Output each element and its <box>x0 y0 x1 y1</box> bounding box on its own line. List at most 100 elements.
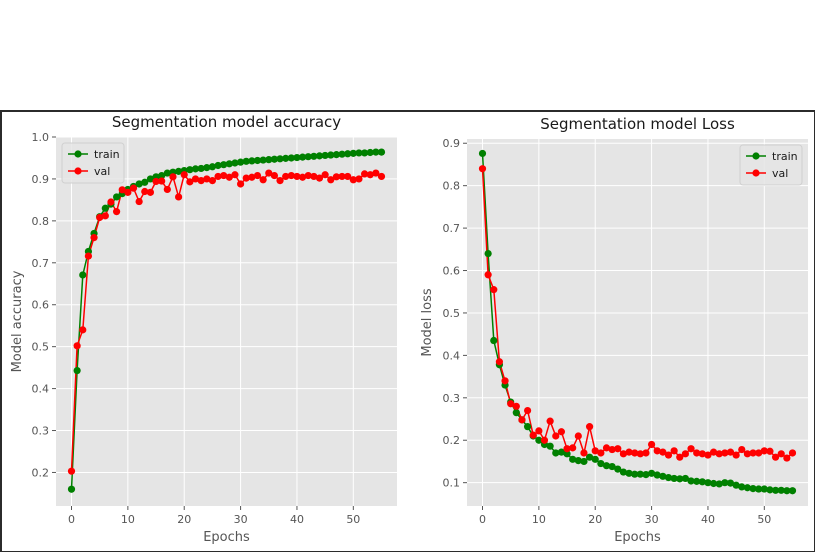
y-axis-label: Model accuracy <box>10 270 25 372</box>
data-point-train <box>704 479 712 487</box>
data-point-val <box>208 177 217 185</box>
data-point-val <box>715 450 723 458</box>
legend-marker-train <box>74 150 82 158</box>
data-point-train <box>355 149 363 157</box>
data-point-val <box>574 432 582 440</box>
data-point-train <box>327 151 335 159</box>
data-point-train <box>79 271 87 279</box>
data-point-val <box>169 173 177 181</box>
data-point-train <box>552 449 560 457</box>
data-point-val <box>259 176 267 184</box>
chart-title: Segmentation model accuracy <box>112 113 341 131</box>
data-point-val <box>591 447 599 455</box>
data-point-train <box>220 161 228 169</box>
data-point-train <box>523 423 532 431</box>
data-point-train <box>259 156 267 164</box>
data-point-val <box>163 185 171 194</box>
data-point-train <box>625 469 633 477</box>
data-point-val <box>124 188 132 196</box>
data-point-val <box>557 428 566 436</box>
data-point-train <box>602 462 611 470</box>
data-point-val <box>265 169 273 177</box>
data-point-train <box>681 474 690 483</box>
x-tick-label: 40 <box>701 513 715 526</box>
data-point-train <box>372 148 380 156</box>
data-point-train <box>490 336 498 345</box>
y-tick-label: 0.9 <box>32 173 50 186</box>
data-point-val <box>67 467 76 475</box>
data-point-val <box>174 193 183 201</box>
data-point-train <box>225 160 233 168</box>
data-point-val <box>298 173 307 181</box>
y-tick-label: 0.9 <box>443 137 461 150</box>
data-point-train <box>248 157 256 165</box>
y-tick-label: 0.5 <box>32 341 50 354</box>
data-point-train <box>535 436 543 444</box>
x-tick-label: 10 <box>121 513 135 526</box>
data-point-val <box>512 402 520 410</box>
x-axis-label: Epochs <box>203 530 250 545</box>
data-point-train <box>732 481 740 489</box>
data-point-train <box>304 153 312 161</box>
data-point-train <box>574 457 582 465</box>
data-point-val <box>580 449 588 457</box>
data-point-val <box>608 445 616 454</box>
y-tick-label: 0.5 <box>443 307 461 320</box>
data-point-train <box>619 468 628 476</box>
data-point-val <box>743 450 752 458</box>
data-point-val <box>135 197 143 206</box>
data-point-val <box>276 177 284 185</box>
data-point-train <box>693 477 701 485</box>
data-point-val <box>79 326 87 334</box>
data-point-train <box>242 157 250 165</box>
data-point-val <box>191 175 200 183</box>
data-point-val <box>332 173 341 181</box>
data-point-train <box>191 165 200 173</box>
data-point-train <box>141 178 149 186</box>
data-point-train <box>265 156 273 164</box>
data-point-val <box>478 165 487 173</box>
y-tick-label: 0.7 <box>443 222 461 235</box>
data-point-train <box>163 169 171 177</box>
legend-label-train: train <box>94 148 120 161</box>
data-point-train <box>158 171 166 180</box>
data-point-val <box>614 445 622 453</box>
data-point-train <box>298 153 307 161</box>
data-point-val <box>338 172 346 181</box>
data-point-train <box>580 457 588 466</box>
data-point-train <box>676 475 684 483</box>
data-point-train <box>653 471 661 479</box>
data-point-val <box>107 198 115 206</box>
data-point-train <box>282 154 290 162</box>
data-point-val <box>585 423 594 431</box>
data-point-val <box>349 176 357 184</box>
data-point-val <box>146 188 155 196</box>
data-point-train <box>236 158 245 166</box>
data-point-train <box>73 366 81 375</box>
y-tick-label: 0.4 <box>443 349 461 362</box>
data-point-train <box>270 155 279 163</box>
data-point-train <box>315 152 324 160</box>
data-point-train <box>349 149 357 157</box>
data-point-train <box>631 470 639 478</box>
data-point-val <box>377 172 386 181</box>
y-axis-label: Model loss <box>420 288 435 357</box>
data-point-val <box>225 173 233 181</box>
data-point-val <box>698 450 706 458</box>
data-point-train <box>344 150 352 158</box>
data-point-val <box>231 171 239 179</box>
data-point-val <box>523 406 532 415</box>
x-tick-label: 20 <box>588 513 602 526</box>
data-point-val <box>602 444 611 452</box>
data-point-val <box>653 447 661 455</box>
data-point-train <box>377 148 386 156</box>
data-point-train <box>338 150 346 158</box>
data-point-val <box>783 454 791 462</box>
data-point-val <box>484 271 492 279</box>
data-point-val <box>709 448 718 456</box>
legend-label-train: train <box>772 150 798 163</box>
data-point-val <box>112 208 121 216</box>
data-point-train <box>738 483 746 491</box>
x-tick-label: 50 <box>346 513 360 526</box>
